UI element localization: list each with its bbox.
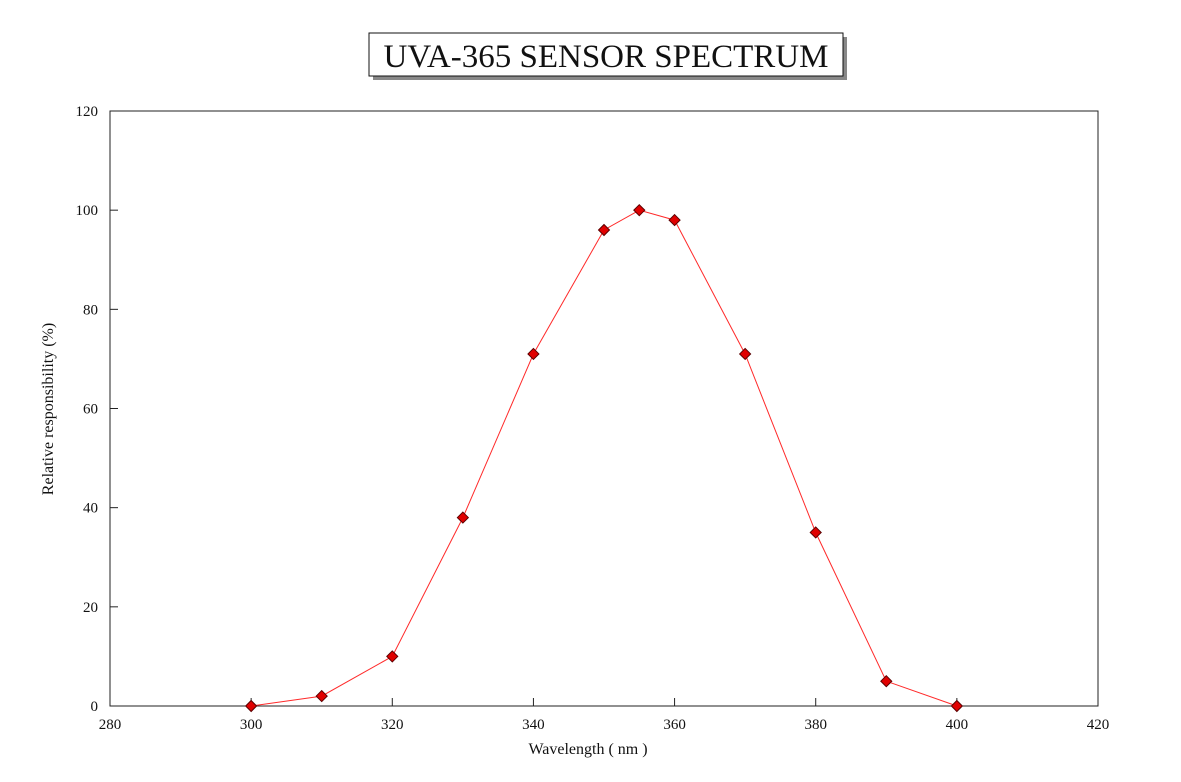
data-point (386, 650, 399, 663)
x-axis-label: Wavelength ( nm ) (528, 741, 647, 758)
data-point (597, 223, 611, 237)
chart-title: UVA-365 SENSOR SPECTRUM (384, 39, 829, 75)
y-tick-label: 0 (91, 699, 99, 715)
data-point (809, 526, 822, 539)
x-tick-label: 400 (946, 717, 969, 733)
data-point (527, 347, 540, 361)
x-tick-label: 360 (663, 717, 686, 733)
y-tick-label: 120 (76, 104, 99, 120)
y-axis: 0 20 40 60 80 100 120 (76, 104, 118, 715)
data-point (315, 689, 328, 703)
x-tick-label: 280 (99, 717, 122, 733)
data-point (668, 213, 681, 227)
x-axis: 280 300 320 340 360 380 400 420 (99, 698, 1110, 733)
data-point (244, 699, 258, 713)
data-point (880, 675, 893, 688)
data-point (950, 699, 964, 713)
data-point (738, 347, 752, 361)
chart-title-frame (368, 32, 844, 77)
y-tick-label: 40 (83, 501, 98, 517)
y-tick-label: 100 (76, 203, 99, 219)
y-axis-label: Relative responsibility (%) (40, 323, 57, 495)
plot-area (109, 110, 1099, 707)
x-tick-label: 380 (804, 717, 827, 733)
x-tick-label: 320 (381, 717, 404, 733)
series-line (251, 209, 958, 707)
y-tick-label: 60 (83, 402, 98, 418)
x-tick-label: 420 (1087, 717, 1110, 733)
x-tick-label: 340 (522, 717, 545, 733)
x-tick-label: 300 (240, 717, 263, 733)
y-tick-label: 80 (83, 302, 98, 318)
series-markers (244, 203, 964, 713)
y-tick-label: 20 (83, 600, 98, 616)
data-point (633, 203, 646, 217)
chart-title-box: UVA-365 SENSOR SPECTRUM (368, 32, 847, 80)
data-point (456, 511, 470, 524)
